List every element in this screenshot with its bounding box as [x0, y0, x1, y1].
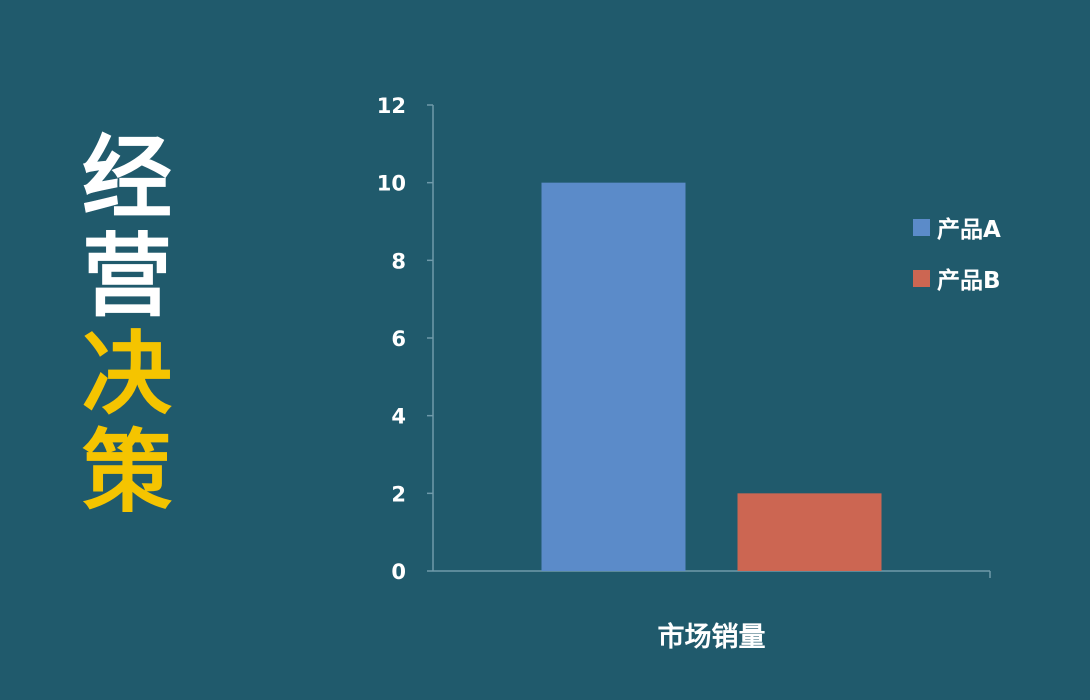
y-tick-label: 4: [391, 405, 406, 429]
title-char-3: 决: [82, 322, 172, 427]
y-tick-label: 8: [391, 249, 406, 273]
chart-axes: [427, 104, 991, 578]
y-tick-label: 0: [391, 560, 406, 584]
legend-swatch-1: [913, 219, 930, 236]
y-tick-labels: 0 2 4 6 8 10 12: [377, 94, 406, 584]
x-category-label: 市场销量: [658, 621, 766, 653]
bar-series-1: [541, 182, 686, 571]
title-char-4: 策: [82, 420, 172, 525]
y-tick-label: 12: [377, 94, 406, 118]
bar-series-2: [737, 493, 882, 571]
y-tick-label: 6: [391, 327, 406, 351]
y-tick-label: 2: [391, 482, 406, 506]
legend-swatch-2: [913, 270, 930, 287]
x-category-labels: 市场销量: [658, 621, 766, 653]
slide-title: 经 营 决 策: [62, 130, 192, 522]
title-char-2: 营: [82, 224, 172, 329]
legend-label-1: 产品A: [937, 216, 1001, 243]
y-tick-label: 10: [377, 172, 406, 196]
legend-label-2: 产品B: [937, 267, 1001, 294]
chart-legend: 产品A 产品B: [913, 216, 1001, 294]
title-char-1: 经: [82, 126, 172, 231]
chart-bars: [541, 182, 882, 571]
